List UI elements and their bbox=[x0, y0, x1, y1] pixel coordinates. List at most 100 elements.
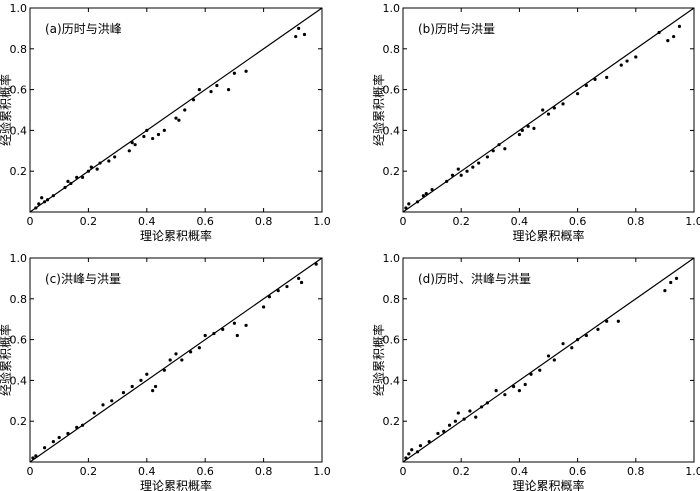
chart-panel-3: 0 0.2 0.4 0.6 0.8 1.0 0.2 0.4 0.6 0.8 1.0 (c)洪峰与洪量理… bbox=[0, 252, 331, 491]
data-point bbox=[523, 382, 527, 387]
data-point bbox=[75, 175, 79, 179]
data-point bbox=[442, 429, 446, 433]
data-point bbox=[477, 161, 481, 165]
y-tick-label: 0.2 bbox=[383, 165, 401, 178]
data-point bbox=[51, 440, 55, 444]
data-point bbox=[538, 368, 542, 372]
data-point bbox=[511, 384, 516, 389]
x-tick-label: 0.6 bbox=[196, 215, 214, 228]
data-point bbox=[153, 384, 158, 389]
data-point bbox=[244, 323, 248, 327]
x-axis-label: 理论累积概率 bbox=[512, 228, 584, 243]
data-point bbox=[485, 401, 489, 405]
x-tick-label: 0 bbox=[400, 215, 407, 228]
panel-title: (d)历时、洪峰与洪量 bbox=[418, 272, 531, 286]
data-point bbox=[244, 69, 248, 73]
x-tick-label: 1.0 bbox=[685, 465, 700, 478]
data-point bbox=[404, 456, 408, 460]
data-point bbox=[212, 331, 216, 336]
y-tick-label: 0.4 bbox=[10, 124, 28, 137]
data-point bbox=[526, 124, 530, 128]
data-point bbox=[445, 179, 449, 183]
x-tick-label: 1.0 bbox=[313, 215, 331, 228]
data-point bbox=[40, 196, 44, 200]
data-point bbox=[197, 88, 201, 92]
x-tick-label: 0.8 bbox=[255, 465, 273, 478]
x-axis-label: 理论累积概率 bbox=[140, 478, 212, 491]
reference-line bbox=[29, 257, 323, 463]
y-tick-label: 0.2 bbox=[383, 415, 401, 428]
data-point bbox=[430, 187, 434, 192]
data-point bbox=[666, 39, 670, 43]
y-axis-label: 经验累积概率 bbox=[0, 74, 13, 146]
data-point bbox=[407, 452, 411, 456]
data-point bbox=[576, 338, 580, 342]
data-point bbox=[427, 440, 431, 444]
y-axis-label: 经验累积概率 bbox=[371, 324, 386, 396]
data-point bbox=[474, 415, 478, 419]
x-tick-label: 0.8 bbox=[255, 215, 273, 228]
data-point bbox=[45, 198, 50, 202]
data-point bbox=[677, 24, 682, 28]
x-tick-label: 1.0 bbox=[313, 465, 331, 478]
data-point bbox=[51, 194, 55, 198]
x-tick-label: 0.8 bbox=[627, 215, 645, 228]
data-point bbox=[453, 419, 457, 423]
data-point bbox=[497, 143, 501, 147]
data-point bbox=[80, 175, 85, 179]
data-point bbox=[552, 358, 556, 362]
data-point bbox=[174, 116, 178, 120]
x-tick-label: 0 bbox=[27, 215, 34, 228]
data-point bbox=[541, 108, 545, 112]
data-point bbox=[593, 77, 597, 81]
data-point bbox=[203, 333, 207, 338]
y-tick-label: 0.2 bbox=[10, 165, 28, 178]
y-tick-label: 0.8 bbox=[10, 43, 28, 56]
x-tick-label: 0.6 bbox=[569, 215, 587, 228]
data-point bbox=[276, 289, 280, 293]
data-point bbox=[314, 262, 318, 266]
data-point bbox=[267, 295, 272, 299]
data-point bbox=[180, 358, 184, 362]
data-point bbox=[57, 435, 61, 440]
data-point bbox=[657, 30, 661, 35]
data-point bbox=[80, 423, 85, 427]
data-point bbox=[529, 372, 533, 376]
x-tick-label: 0.4 bbox=[511, 465, 529, 478]
data-point bbox=[139, 378, 143, 382]
plot-frame bbox=[402, 257, 695, 463]
x-tick-label: 0.4 bbox=[138, 465, 156, 478]
data-point bbox=[456, 167, 460, 171]
data-point bbox=[672, 34, 676, 39]
data-point bbox=[459, 173, 463, 177]
y-tick-label: 0.6 bbox=[10, 334, 28, 347]
data-point bbox=[669, 280, 673, 285]
reference-line bbox=[402, 257, 695, 463]
y-tick-label: 0.6 bbox=[383, 334, 401, 347]
data-point bbox=[177, 118, 181, 122]
data-point bbox=[596, 327, 600, 331]
x-axis-label: 理论累积概率 bbox=[140, 228, 212, 243]
data-point bbox=[503, 147, 507, 151]
data-point bbox=[520, 128, 524, 132]
data-point bbox=[450, 173, 455, 177]
data-point bbox=[43, 200, 47, 204]
data-point bbox=[235, 333, 239, 338]
data-point bbox=[285, 284, 289, 289]
y-tick-label: 0.2 bbox=[10, 415, 28, 428]
y-tick-label: 0.6 bbox=[10, 84, 28, 97]
x-tick-label: 0.2 bbox=[452, 215, 470, 228]
chart-panel-2: 0 0.2 0.4 0.6 0.8 1.0 0.2 0.4 0.6 0.8 1.0 (b)历时与洪量理… bbox=[371, 2, 700, 243]
data-point bbox=[494, 389, 498, 393]
data-point bbox=[462, 417, 466, 421]
data-point bbox=[294, 34, 298, 39]
plot-frame bbox=[29, 257, 323, 463]
y-tick-label: 0.4 bbox=[383, 124, 401, 137]
data-point bbox=[89, 165, 93, 169]
data-point bbox=[145, 372, 149, 376]
data-point bbox=[404, 206, 408, 210]
data-point bbox=[226, 88, 231, 92]
y-axis-label: 经验累积概率 bbox=[371, 74, 386, 146]
y-tick-label: 0.4 bbox=[10, 374, 28, 387]
y-tick-label: 0.4 bbox=[383, 374, 401, 387]
